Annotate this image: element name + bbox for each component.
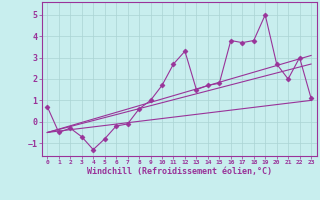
X-axis label: Windchill (Refroidissement éolien,°C): Windchill (Refroidissement éolien,°C) [87,167,272,176]
